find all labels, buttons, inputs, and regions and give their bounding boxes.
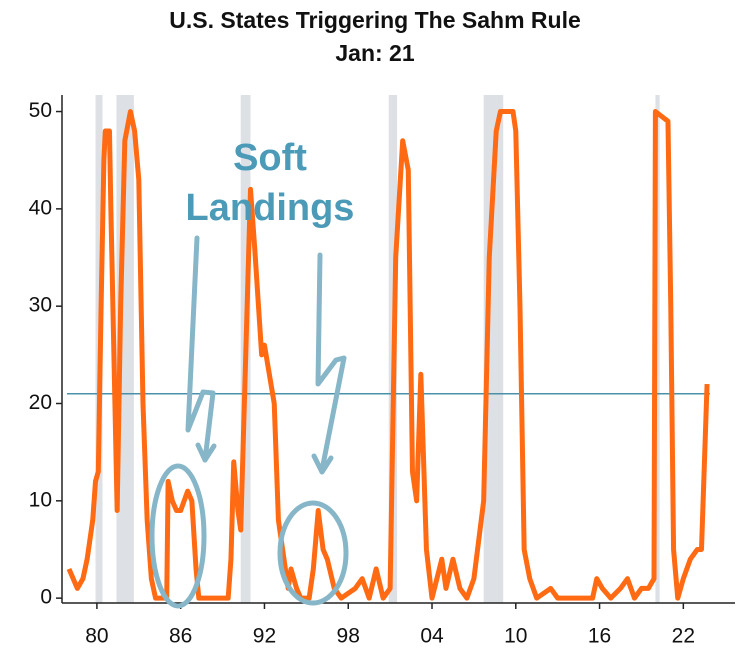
y-tick-label: 0 — [40, 586, 52, 609]
x-tick-label: 22 — [672, 625, 695, 648]
chart-subtitle: Jan: 21 — [335, 40, 414, 66]
y-tick-label: 10 — [29, 488, 52, 511]
y-tick-label: 40 — [29, 196, 52, 219]
annotation-shapes — [149, 235, 349, 609]
arrow-head — [195, 442, 217, 463]
arrow — [185, 235, 216, 463]
recession-band — [483, 95, 504, 603]
x-tick-label: 98 — [337, 625, 360, 648]
x-tick-label: 80 — [85, 625, 108, 648]
arrow — [315, 252, 347, 473]
data-line — [66, 109, 710, 601]
arrow-head — [311, 453, 334, 475]
x-tick-label: 10 — [504, 625, 527, 648]
y-tick-label: 30 — [29, 294, 52, 317]
annotation: Landings — [186, 187, 355, 229]
y-tick-label: 50 — [29, 99, 52, 122]
ellipse — [149, 463, 207, 609]
annotation: Soft — [233, 137, 307, 179]
x-tick-label: 92 — [253, 625, 276, 648]
x-tick-label: 04 — [420, 625, 444, 648]
x-tick-label: 16 — [588, 625, 611, 648]
chart-title: U.S. States Triggering The Sahm Rule — [169, 7, 581, 33]
x-tick-label: 86 — [169, 625, 192, 648]
ellipse — [277, 500, 349, 606]
recession-band — [655, 95, 660, 603]
y-tick-label: 20 — [29, 391, 52, 414]
